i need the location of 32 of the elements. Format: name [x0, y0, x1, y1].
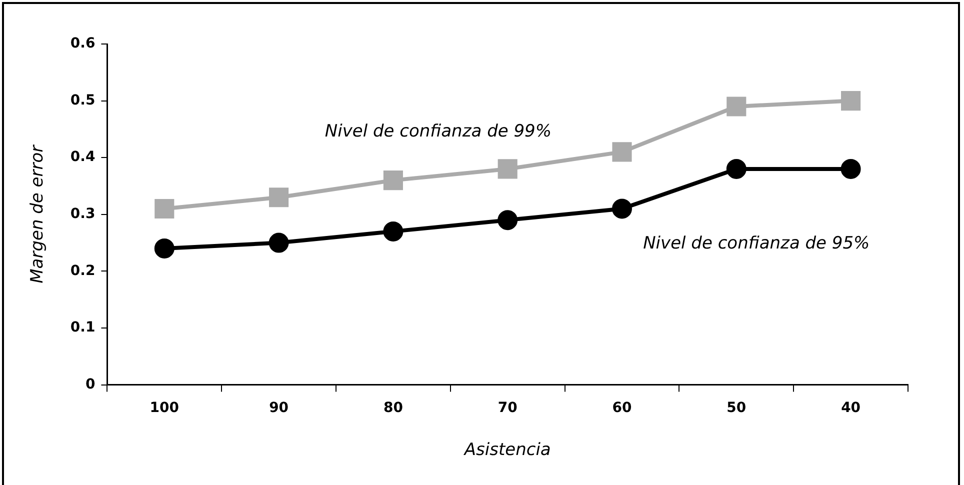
y-tick-label: 0	[85, 376, 96, 392]
y-axis-title: Margen de error	[28, 144, 48, 284]
point	[726, 96, 746, 116]
point	[383, 170, 403, 190]
point	[154, 238, 174, 258]
x-tick-label: 40	[841, 400, 861, 416]
x-tick-label: 50	[726, 400, 746, 416]
x-tick-label: 100	[150, 400, 180, 416]
x-tick-label: 90	[269, 400, 289, 416]
y-tick-label: 0.4	[70, 149, 96, 166]
y-tick-label: 0.6	[70, 36, 96, 52]
point	[498, 159, 518, 179]
y-tick-label: 0.5	[70, 92, 96, 108]
point	[383, 221, 404, 242]
x-tick-label: 80	[383, 400, 404, 416]
x-tick-label: 60	[612, 400, 632, 416]
x-axis-title: Asistencia	[463, 440, 551, 460]
series-label: Nivel de confianza de 95%	[643, 233, 870, 254]
point	[268, 232, 289, 253]
x-tick-label: 70	[498, 400, 518, 416]
point	[269, 188, 289, 208]
point	[612, 198, 632, 219]
point	[498, 210, 518, 230]
y-tick-label: 0.2	[70, 262, 96, 279]
point	[154, 198, 174, 218]
point	[841, 91, 861, 111]
y-tick-label: 0.1	[70, 320, 96, 336]
series-label: Nivel de confianza de 99%	[324, 122, 552, 142]
y-tick-label: 0.3	[70, 206, 96, 222]
point	[612, 142, 632, 162]
point	[840, 158, 861, 179]
point	[726, 158, 746, 179]
